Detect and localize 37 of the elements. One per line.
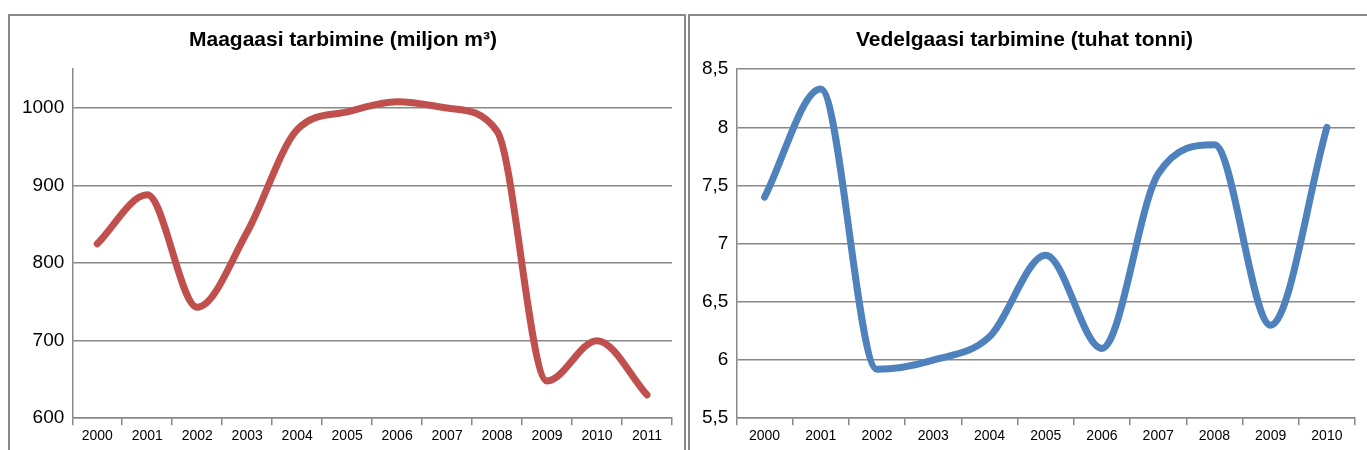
- x-tick-label: 2006: [381, 427, 413, 444]
- y-tick-label: 5,5: [701, 406, 729, 428]
- x-tick-label: 2010: [581, 427, 613, 444]
- x-tick-label: 2004: [973, 427, 1006, 444]
- chart-title: Maagaasi tarbimine (miljon m³): [188, 27, 498, 51]
- y-tick-label: 8,5: [701, 57, 729, 79]
- y-tick-label: 6: [717, 348, 729, 370]
- y-tick-label: 6,5: [701, 290, 729, 312]
- x-tick-label: 2007: [1142, 427, 1174, 444]
- x-tick-label: 2005: [1030, 427, 1062, 444]
- y-tick-label: 1000: [21, 96, 65, 118]
- x-tick-label: 2000: [748, 427, 781, 444]
- x-tick-label: 2000: [81, 427, 114, 444]
- chart-title: Vedelgaasi tarbimine (tuhat tonni): [855, 27, 1194, 51]
- x-tick-label: 2011: [631, 427, 663, 444]
- x-tick-label: 2001: [805, 427, 837, 444]
- x-tick-label: 2001: [131, 427, 164, 444]
- x-tick-label: 2003: [231, 427, 263, 444]
- x-tick-label: 2010: [1311, 427, 1343, 444]
- x-tick-label: 2006: [1086, 427, 1118, 444]
- y-tick-label: 700: [32, 328, 65, 350]
- y-tick-label: 600: [32, 406, 65, 428]
- x-tick-label: 2002: [181, 427, 213, 444]
- x-tick-label: 2005: [331, 427, 363, 444]
- y-tick-label: 7,5: [701, 173, 729, 195]
- y-tick-label: 7: [717, 231, 729, 253]
- x-tick-label: 2002: [861, 427, 893, 444]
- x-tick-label: 2009: [531, 427, 563, 444]
- x-tick-label: 2007: [431, 427, 463, 444]
- x-tick-label: 2008: [1198, 427, 1231, 444]
- x-tick-label: 2004: [281, 427, 313, 444]
- x-tick-label: 2009: [1255, 427, 1287, 444]
- y-tick-label: 900: [32, 173, 65, 195]
- y-tick-label: 800: [32, 251, 65, 273]
- x-tick-label: 2003: [917, 427, 950, 444]
- x-tick-label: 2008: [481, 427, 513, 444]
- y-tick-label: 8: [717, 115, 729, 137]
